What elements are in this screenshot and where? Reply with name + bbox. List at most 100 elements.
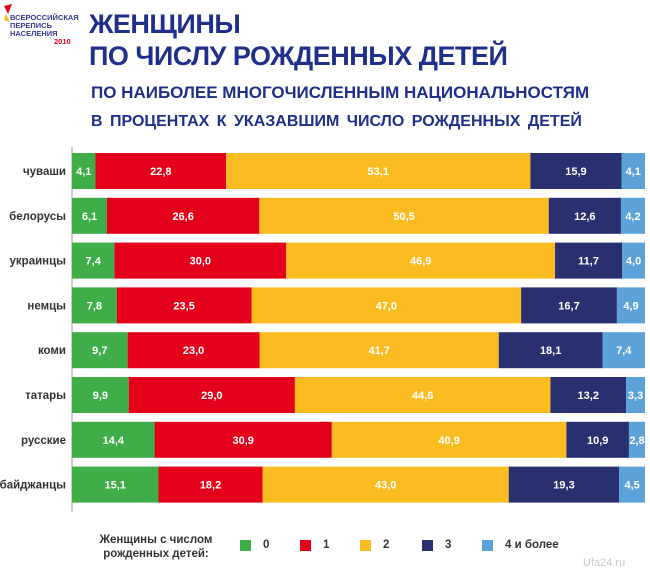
logo-line-3: НАСЕЛЕНИЯ [10, 29, 58, 38]
bar-segment [508, 466, 620, 503]
data-label: 23,5 [173, 300, 194, 312]
bar-segment [530, 153, 622, 189]
bar-segment [259, 197, 549, 234]
chart-title-line-1: ЖЕНЩИНЫ [89, 9, 241, 39]
legend-swatch-1 [300, 539, 311, 551]
data-label: 22,8 [150, 166, 171, 178]
logo-line-2: ПЕРЕПИСЬ [10, 21, 52, 30]
data-label: 18,1 [540, 345, 561, 357]
data-label: 7,8 [87, 300, 102, 312]
legend-item-0: 0 [240, 539, 269, 551]
legend-label-1: 1 [323, 539, 330, 551]
data-label: 4,0 [626, 256, 641, 268]
bar-segment [626, 377, 645, 413]
census-logo: ВСЕРОССИЙСКАЯ ПЕРЕПИСЬ НАСЕЛЕНИЯ 2010 [2, 2, 84, 58]
legend-swatch-2 [360, 539, 371, 551]
legend-label-2: 2 [383, 539, 390, 551]
bar-segment [622, 242, 645, 279]
bar-segment [127, 332, 260, 369]
legend-label-3: 3 [445, 539, 452, 551]
data-label: 10,9 [587, 435, 608, 447]
bar-segment [620, 197, 645, 234]
legend-item-3: 3 [422, 539, 451, 551]
data-label: 7,4 [86, 256, 102, 268]
bar-segment [251, 287, 522, 324]
bar-segment [555, 242, 623, 279]
bar-segment [331, 421, 567, 458]
bar-segment [521, 287, 617, 324]
data-label: 3,3 [628, 390, 643, 402]
bar-segment [616, 287, 645, 324]
bar-segment [619, 466, 645, 503]
category-label: чуваши [23, 166, 66, 178]
data-label: 13,2 [578, 390, 599, 402]
data-label: 29,0 [201, 390, 222, 402]
bar-segment [154, 421, 332, 458]
bar-segment [259, 332, 499, 369]
stacked-bar-chart: чуваши 4,1 22,8 53,1 15,9 4,1 белорусы 6,1 26,6 5… [0, 147, 645, 512]
data-label: 46,9 [410, 256, 431, 268]
data-label: 4,9 [623, 300, 638, 312]
data-label: 15,9 [565, 166, 586, 178]
data-label: 6,1 [82, 211, 97, 223]
category-label: немцы [27, 300, 66, 312]
data-label: 26,6 [172, 211, 193, 223]
bar-segment [95, 153, 227, 189]
bar-segment [72, 421, 155, 458]
data-label: 40,9 [438, 435, 459, 447]
data-label: 7,4 [616, 345, 632, 357]
legend-swatch-4 [482, 539, 493, 551]
data-label: 9,7 [92, 345, 107, 357]
data-label: 30,0 [190, 256, 211, 268]
legend-item-4: 4 и более [482, 539, 559, 551]
chart-legend: Женщины с числом рожденных детей: 0 1 2 … [0, 530, 650, 575]
logo-year: 2010 [54, 37, 71, 46]
data-label: 41,7 [368, 345, 389, 357]
bar-segment [72, 377, 129, 413]
logo-text: ВСЕРОССИЙСКАЯ ПЕРЕПИСЬ НАСЕЛЕНИЯ 2010 [10, 14, 79, 46]
data-label: 18,2 [200, 480, 221, 492]
data-label: 50,5 [393, 211, 414, 223]
bar-segment [621, 153, 645, 189]
bar-segment [498, 332, 603, 369]
bar-segment [262, 466, 509, 503]
data-label: 4,5 [624, 480, 639, 492]
data-label: 2,8 [629, 435, 644, 447]
legend-title: Женщины с числом рожденных детей: [99, 534, 213, 560]
data-label: 11,7 [578, 256, 599, 268]
data-label: 15,1 [105, 480, 126, 492]
data-label: 43,0 [375, 480, 396, 492]
data-label: 23,0 [183, 345, 204, 357]
bar-segment [72, 242, 115, 279]
legend-label-0: 0 [263, 539, 270, 551]
data-label: 12,6 [574, 211, 595, 223]
logo-line-1: ВСЕРОССИЙСКАЯ [10, 13, 79, 22]
data-label: 9,9 [93, 390, 108, 402]
bar-segment [106, 197, 260, 234]
chart-title: ЖЕНЩИНЫ ПО ЧИСЛУ РОЖДЕННЫХ ДЕТЕЙ [89, 8, 508, 72]
bar-segment [226, 153, 531, 189]
category-label: украинцы [10, 256, 67, 268]
category-label: русские [21, 435, 66, 447]
data-label: 53,1 [368, 166, 389, 178]
category-label: коми [38, 345, 66, 357]
legend-item-2: 2 [360, 539, 389, 551]
chart-subtitle: ПО НАИБОЛЕЕ МНОГОЧИСЛЕННЫМ НАЦИОНАЛЬНОСТ… [91, 83, 590, 102]
category-label: белорусы [9, 211, 66, 223]
legend-label-4: 4 и более [505, 539, 559, 551]
logo-mark-icon [4, 4, 12, 22]
chart-subtitle-units: В ПРОЦЕНТАХ К УКАЗАВШИМ ЧИСЛО РОЖДЕННЫХ … [91, 113, 582, 130]
bar-segment [294, 377, 551, 413]
data-label: 4,1 [626, 166, 641, 178]
data-label: 14,4 [103, 435, 125, 447]
bar-segment [116, 287, 252, 324]
bar-segment [566, 421, 629, 458]
bar-segment [72, 153, 96, 189]
bar-segment [128, 377, 295, 413]
bar-segment [286, 242, 556, 279]
data-label: 47,0 [376, 300, 397, 312]
watermark: Ufa24.ru [583, 557, 626, 569]
data-label: 16,7 [558, 300, 579, 312]
bar-segment [72, 197, 107, 234]
legend-swatch-0 [240, 539, 251, 551]
